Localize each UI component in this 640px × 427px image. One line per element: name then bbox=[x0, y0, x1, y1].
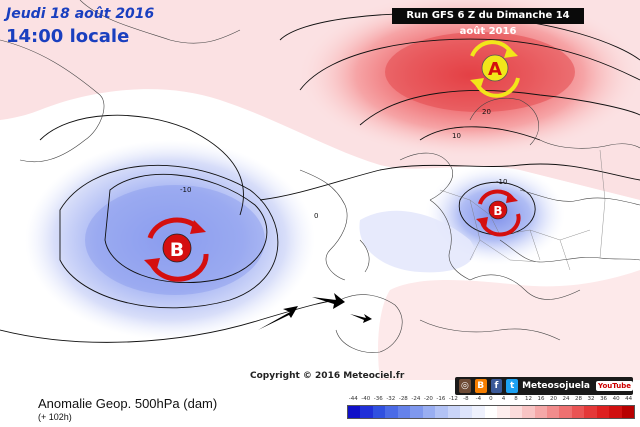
scale-color-cell bbox=[497, 406, 510, 418]
scale-tick-label: -32 bbox=[386, 396, 396, 402]
scale-color-cell bbox=[621, 406, 635, 418]
contour-label: 0 bbox=[314, 212, 318, 220]
scale-tick-label: -16 bbox=[436, 396, 446, 402]
scale-tick-label: 12 bbox=[524, 396, 532, 402]
blue-anomaly-iberia bbox=[359, 210, 475, 273]
forecast-time: 14:00 locale bbox=[6, 26, 130, 47]
scale-color-cell bbox=[596, 406, 610, 418]
scale-tick-label: -24 bbox=[411, 396, 421, 402]
blogger-icon[interactable]: B bbox=[474, 379, 487, 393]
scale-tick-label: -36 bbox=[373, 396, 383, 402]
scale-tick-label: -8 bbox=[463, 396, 469, 402]
scale-tick-label: -28 bbox=[398, 396, 408, 402]
scale-tick-label: -20 bbox=[423, 396, 433, 402]
scale-tick-label: -44 bbox=[348, 396, 358, 402]
color-scale: -44 -40 -36 -32 -28 -24 -20 -16 -12 -8 -4 0 4 8 12 16 20… bbox=[347, 396, 635, 419]
scale-tick-label: 16 bbox=[537, 396, 545, 402]
low-letter: B bbox=[493, 204, 502, 218]
contour-label: -10 bbox=[180, 186, 191, 194]
twitter-icon[interactable]: t bbox=[506, 379, 519, 393]
scale-tick-label: 24 bbox=[562, 396, 570, 402]
scale-tick-label: -40 bbox=[361, 396, 371, 402]
low-pressure-symbol-atlantic: B bbox=[144, 217, 209, 282]
scale-color-cell bbox=[422, 406, 436, 418]
contour-label: -10 bbox=[496, 178, 507, 186]
scale-tick-label: 8 bbox=[514, 396, 518, 402]
pink-anomaly-south bbox=[378, 270, 640, 380]
scale-tick-label: 36 bbox=[600, 396, 608, 402]
contour-label: 20 bbox=[482, 108, 491, 116]
scale-tick-label: 28 bbox=[575, 396, 583, 402]
brand-name: Meteosojuela bbox=[522, 381, 591, 391]
borders bbox=[439, 149, 606, 271]
high-letter: A bbox=[488, 59, 502, 80]
geopotential-contours bbox=[0, 13, 640, 343]
low-pressure-symbol-europe: B bbox=[476, 189, 521, 237]
scale-color-cell bbox=[547, 406, 560, 418]
flow-arrows bbox=[258, 293, 372, 330]
scale-color-cell bbox=[559, 406, 572, 418]
scale-color-cell bbox=[571, 406, 585, 418]
scale-color-cell bbox=[372, 406, 386, 418]
scale-color-cell bbox=[534, 406, 547, 418]
model-run-banner: Run GFS 6 Z du Dimanche 14 août 2016 bbox=[392, 8, 584, 37]
scale-color-cell bbox=[472, 406, 485, 418]
scale-color-cell bbox=[447, 406, 460, 418]
coastlines bbox=[0, 0, 640, 353]
forecast-hour: (+ 102h) bbox=[38, 412, 72, 422]
forecast-date: Jeudi 18 août 2016 bbox=[6, 6, 155, 22]
scale-color-cell bbox=[522, 406, 535, 418]
scale-tick-label: 32 bbox=[587, 396, 595, 402]
scale-tick-label: -4 bbox=[475, 396, 482, 402]
scale-color-cell bbox=[609, 406, 622, 418]
scale-color-cell bbox=[484, 406, 498, 418]
scale-tick-label: -12 bbox=[448, 396, 458, 402]
scale-color-cell bbox=[360, 406, 373, 418]
scale-color-cell bbox=[410, 406, 423, 418]
high-pressure-symbol: A bbox=[470, 40, 520, 98]
scale-color-cell bbox=[397, 406, 411, 418]
scale-color-cell bbox=[509, 406, 523, 418]
instagram-icon[interactable]: ◎ bbox=[459, 379, 471, 393]
scale-tick-label: 20 bbox=[550, 396, 557, 402]
scale-color-cell bbox=[459, 406, 473, 418]
facebook-icon[interactable]: f bbox=[490, 379, 503, 393]
social-bar: ◎ B f t Meteosojuela YouTube bbox=[455, 377, 633, 395]
scale-tick-label: 0 bbox=[489, 396, 493, 402]
contour-label: 10 bbox=[452, 132, 461, 140]
scale-tick-label: 40 bbox=[612, 396, 620, 402]
scale-tick-label: 44 bbox=[625, 396, 633, 402]
scale-color-cell bbox=[584, 406, 597, 418]
copyright: Copyright © 2016 Meteociel.fr bbox=[250, 371, 405, 381]
scale-color-cell bbox=[435, 406, 448, 418]
scale-color-cell bbox=[385, 406, 398, 418]
scale-color-cell bbox=[348, 406, 361, 418]
legend-title: Anomalie Geop. 500hPa (dam) bbox=[38, 396, 218, 411]
scale-tick-label: 4 bbox=[501, 396, 506, 402]
low-letter: B bbox=[170, 239, 184, 261]
youtube-icon[interactable]: YouTube bbox=[596, 381, 633, 391]
